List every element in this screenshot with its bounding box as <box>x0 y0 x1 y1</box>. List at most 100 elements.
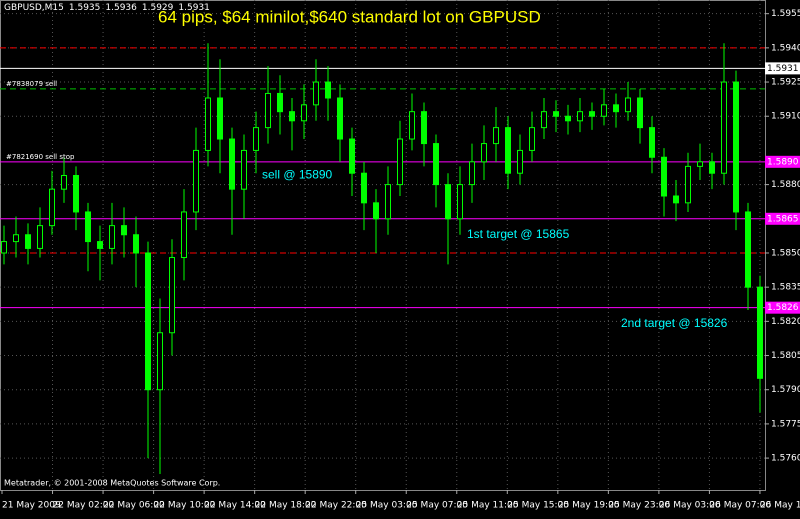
x-tick-label: 25 May 19:00 <box>558 501 620 511</box>
candle-body <box>625 97 631 113</box>
candle-body <box>73 174 79 213</box>
x-tick-label: 25 May 03:00 <box>356 501 418 511</box>
candle-body <box>409 111 415 140</box>
x-tick-label: 25 May 07:00 <box>406 501 468 511</box>
candle-body <box>229 138 235 190</box>
candle-body <box>37 225 43 249</box>
x-tick-label: 21 May 2009 <box>2 501 61 511</box>
copyright: Metatrader, © 2001-2008 MetaQuotes Softw… <box>4 479 220 488</box>
x-tick-label: 22 May 10:00 <box>154 501 216 511</box>
candle-body <box>13 234 19 243</box>
y-tick-label: 1.5940 <box>771 43 800 53</box>
candle-body <box>397 138 403 186</box>
candle-body <box>589 111 595 117</box>
y-tick-label: 1.5850 <box>771 248 800 258</box>
candle-body <box>421 111 427 145</box>
quote: 1.5931 <box>178 3 210 13</box>
x-tick-label: 25 May 15:00 <box>507 501 569 511</box>
candle-body <box>433 143 439 186</box>
symbol: GBPUSD,M15 <box>4 3 64 13</box>
y-tick-label: 1.5790 <box>771 385 800 395</box>
candle-body <box>109 225 115 249</box>
y-tick-label: 1.5925 <box>771 78 800 88</box>
candle-body <box>133 234 139 254</box>
candle-body <box>337 97 343 140</box>
candle-body <box>289 111 295 122</box>
candle-body <box>85 211 91 243</box>
annotation: 2nd target @ 15826 <box>621 316 728 330</box>
y-tick-label: 1.5805 <box>771 351 800 361</box>
candle-body <box>193 149 199 213</box>
candle-body <box>541 111 547 129</box>
y-tick-label: 1.5955 <box>771 9 800 19</box>
x-tick-label: 26 May 11:00 <box>760 501 800 511</box>
candle-body <box>385 184 391 220</box>
level-label: 1.5826 <box>767 303 799 313</box>
y-tick-label: 1.5880 <box>771 180 800 190</box>
candle-body <box>517 149 523 174</box>
candle-body <box>205 97 211 151</box>
x-tick-label: 25 May 11:00 <box>457 501 519 511</box>
candle-body <box>757 286 763 379</box>
candle-body <box>649 127 655 158</box>
level-box <box>765 301 800 314</box>
marks <box>0 43 765 475</box>
level-label: 1.5890 <box>767 157 799 167</box>
plot-frame <box>0 0 766 491</box>
candle-body <box>241 149 247 190</box>
candle-body <box>97 241 103 249</box>
candle-body <box>721 81 727 174</box>
annotation: 1st target @ 15865 <box>467 227 570 241</box>
candle-body <box>25 234 31 249</box>
annotation: sell @ 15890 <box>262 168 333 182</box>
candle-body <box>265 92 271 129</box>
candle-body <box>673 195 679 204</box>
candle-body <box>121 225 127 236</box>
order-label: #7821690 sell stop <box>6 153 75 161</box>
candle-body <box>445 184 451 220</box>
candle-body <box>49 188 55 227</box>
quote: 1.5935 <box>69 3 101 13</box>
candle-body <box>301 104 307 122</box>
candle-body <box>553 111 559 117</box>
candle-body <box>493 127 499 145</box>
candle-body <box>361 172 367 204</box>
x-tick-label: 26 May 03:00 <box>659 501 721 511</box>
candle-body <box>505 127 511 174</box>
candle-body <box>253 127 259 151</box>
candle-body <box>601 104 607 117</box>
x-tick-label: 22 May 22:00 <box>305 501 367 511</box>
candle-body <box>577 111 583 122</box>
candle-body <box>481 143 487 163</box>
candle-body <box>169 257 175 334</box>
chart-title: 64 pips, $64 minilot,$640 standard lot o… <box>158 7 541 26</box>
candle-body <box>145 252 151 391</box>
candle-body <box>373 202 379 220</box>
level-box <box>765 62 800 75</box>
level-box <box>765 155 800 168</box>
order-label: #7838079 sell <box>6 80 57 88</box>
candle-body <box>313 81 319 106</box>
candle-body <box>637 97 643 129</box>
candle-body <box>1 241 7 254</box>
candle-body <box>181 211 187 259</box>
candle-body <box>613 104 619 113</box>
candle-body <box>469 161 475 186</box>
candle-body <box>565 115 571 122</box>
level-label: 1.5865 <box>767 214 799 224</box>
candle-body <box>661 156 667 197</box>
candle-body <box>733 81 739 213</box>
candle-body <box>277 92 283 113</box>
candle-body <box>745 211 751 288</box>
labels: 1.5955 1.5940 1.5925 1.5910 1.5880 1.5850 1.58… <box>2 3 800 511</box>
candle-body <box>157 332 163 391</box>
x-tick-label: 22 May 06:00 <box>103 501 165 511</box>
x-tick-label: 22 May 18:00 <box>255 501 317 511</box>
x-tick-label: 22 May 02:00 <box>53 501 115 511</box>
x-tick-label: 25 May 23:00 <box>608 501 670 511</box>
y-tick-label: 1.5775 <box>771 419 800 429</box>
level-label: 1.5931 <box>767 64 799 74</box>
candle-body <box>457 184 463 220</box>
candle-body <box>697 161 703 167</box>
